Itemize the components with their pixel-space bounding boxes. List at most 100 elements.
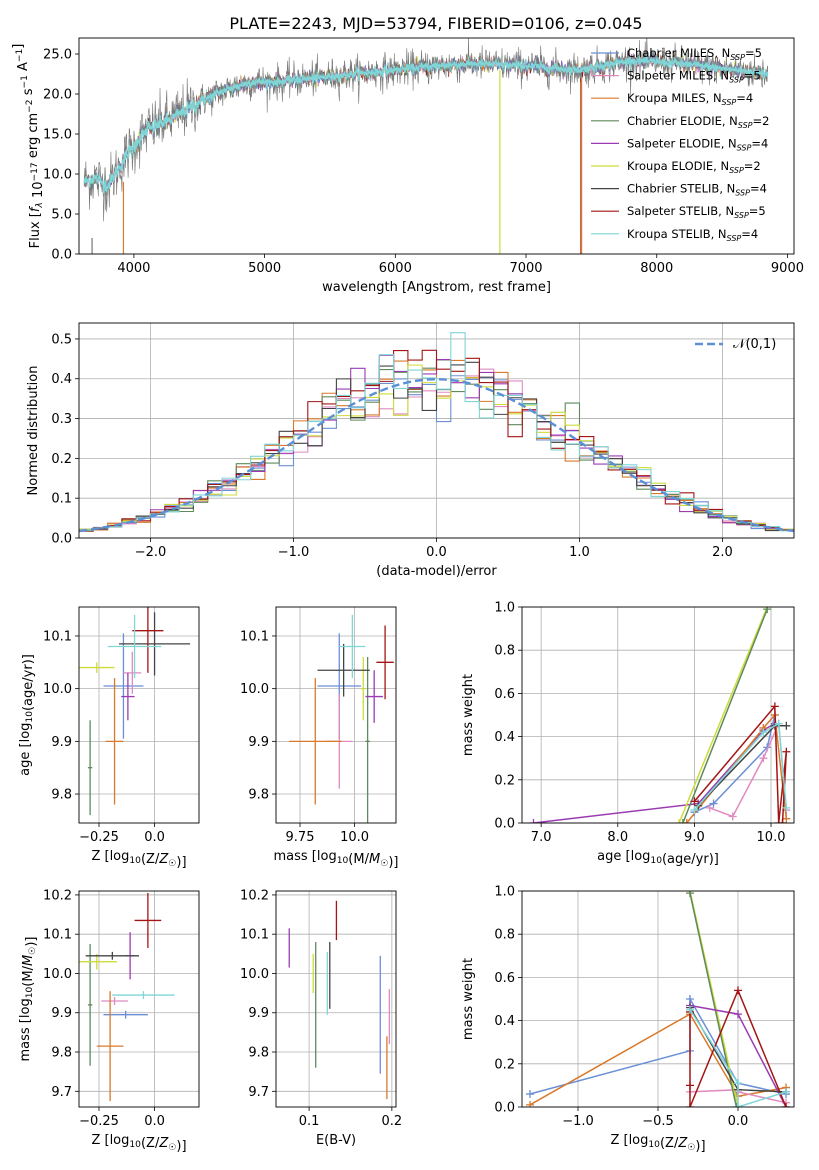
x-axis-label: mass [log10(M/M☉)]	[274, 849, 399, 870]
legend-label-kroupa_stelib: Kroupa STELIB, NSSP=4	[627, 227, 758, 243]
y-tick-label: 0.2	[494, 1057, 515, 1072]
y-tick-label: 9.8	[248, 788, 269, 803]
x-tick-label: 10.0	[757, 830, 786, 845]
y-tick-label: 9.9	[51, 735, 72, 750]
errorbar-salpeter_stelib	[376, 625, 394, 700]
x-tick-label: 9.75	[286, 830, 315, 845]
errorbar-kroupa_elodie	[361, 657, 366, 721]
panel-residuals: −2.0 −1.0 0.0 1.0 2.0 0.0 0.1 0.2 0.3 0.4 0.5 (data…	[26, 322, 795, 579]
y-tick-label: 10.0	[240, 682, 269, 697]
errorbar-chabrier_elodie	[87, 720, 93, 816]
y-tick-label: 25.0	[43, 48, 72, 63]
plot-area	[288, 900, 391, 1100]
legend-label-chabrier_elodie: Chabrier ELODIE, NSSP=2	[627, 114, 769, 130]
axes-frame	[275, 890, 397, 1108]
errorbar-kroupa_miles	[289, 678, 342, 805]
y-tick-label: 0.4	[494, 1014, 515, 1029]
axes-frame	[521, 606, 795, 824]
x-tick-label: 0.0	[144, 1114, 165, 1129]
weight-marker	[686, 1103, 694, 1107]
y-tick-label: 10.1	[43, 928, 72, 943]
errorbar-salpeter_elodie	[121, 672, 135, 721]
y-tick-label: 0.6	[494, 687, 515, 702]
axes-frame	[78, 37, 795, 255]
weight-marker	[782, 1103, 790, 1107]
plot-area	[79, 892, 175, 1102]
y-tick-label: 9.7	[51, 1085, 72, 1100]
weight-marker	[690, 797, 699, 806]
x-tick-label: 0.0	[426, 545, 447, 560]
errorbar-salpeter_stelib	[134, 892, 162, 948]
x-tick-label: 4000	[117, 261, 150, 276]
y-tick-label: 5.0	[51, 208, 72, 223]
y-tick-label: 10.2	[43, 888, 72, 903]
panel-mass_vs_ebv: 0.1 0.2 9.7 9.8 9.9 10.0 10.1 10.2 E(B-V)	[240, 888, 402, 1148]
figure-title: PLATE=2243, MJD=53794, FIBERID=0106, z=0…	[229, 14, 642, 33]
weight-marker	[759, 754, 768, 763]
y-tick-label: 10.1	[240, 928, 269, 943]
errorbar-chabrier_stelib	[119, 612, 191, 676]
plot-area	[529, 607, 791, 823]
x-tick-label: −0.25	[79, 830, 119, 845]
panel-spectrum: 4000 5000 6000 7000 8000 9000 0.0 5.0 10.0 15.0 20…	[11, 37, 804, 295]
weight-marker	[705, 803, 714, 812]
weight-marker	[686, 1005, 694, 1014]
y-tick-label: 9.9	[248, 1006, 269, 1021]
weight-marker	[529, 819, 538, 823]
errorbar-salpeter_miles	[123, 651, 142, 694]
legend-label-chabrier_miles: Chabrier MILES, NSSP=5	[627, 46, 762, 62]
weight-marker	[728, 812, 737, 821]
weight-marker	[782, 1087, 790, 1096]
y-tick-label: 15.0	[43, 128, 72, 143]
weight-series-chabrier_elodie	[686, 891, 741, 1107]
panel-age_vs_Z: −0.25 0.0 9.8 9.9 10.0 10.1 Z [log10(Z/Z☉)] age…	[18, 606, 200, 870]
x-tick-label: 10.0	[340, 830, 369, 845]
errorbar-chabrier_miles	[103, 633, 144, 739]
errorbar-chabrier_elodie	[87, 944, 93, 1066]
y-tick-label: 0.0	[51, 248, 72, 263]
errorbar-chabrier_stelib	[85, 951, 139, 960]
y-axis-label: Normed distribution	[26, 366, 41, 496]
grid-lines	[79, 891, 199, 1107]
x-tick-label: 0.1	[299, 1114, 320, 1129]
y-axis-label: mass weight	[461, 958, 476, 1040]
weight-marker	[782, 747, 791, 756]
legend-label-salpeter_stelib: Salpeter STELIB, NSSP=5	[627, 204, 766, 220]
errorbar-chabrier_elodie	[365, 657, 370, 823]
errorbar-chabrier_miles	[103, 1010, 148, 1019]
y-tick-label: 9.9	[248, 735, 269, 750]
errorbar-kroupa_stelib	[107, 614, 162, 679]
y-axis-label: mass weight	[461, 674, 476, 756]
y-tick-label: 0.3	[51, 412, 72, 427]
y-tick-label: 0.4	[51, 372, 72, 387]
errorbar-kroupa_elodie	[79, 662, 115, 673]
x-tick-label: −2.0	[135, 545, 167, 560]
weight-series-kroupa_stelib	[690, 719, 791, 815]
x-tick-label: −1.0	[562, 1114, 594, 1129]
x-tick-label: 9000	[771, 261, 804, 276]
weight-marker	[774, 719, 783, 728]
panel-weight_vs_Z: −1.0 −0.5 0.0 0.0 0.2 0.4 0.6 0.8 1.0 Z [log10(Z/…	[461, 885, 795, 1154]
x-tick-label: −1.0	[278, 545, 310, 560]
errorbar-kroupa_stelib	[112, 991, 175, 999]
weight-marker	[734, 1079, 742, 1088]
errorbar-kroupa_elodie	[79, 953, 117, 970]
legend-label-chabrier_stelib: Chabrier STELIB, NSSP=4	[627, 182, 767, 198]
y-tick-label: 0.2	[494, 773, 515, 788]
legend-label-normal: 𝒩(0,1)	[733, 337, 776, 352]
x-axis-label: Z [log10(Z/Z☉)]	[91, 1133, 186, 1154]
grid-lines	[79, 607, 199, 823]
x-axis-label: Z [log10(Z/Z☉)]	[610, 1133, 705, 1154]
grid-lines	[276, 607, 396, 823]
weight-marker	[678, 819, 687, 823]
x-tick-label: 5000	[248, 261, 281, 276]
y-tick-label: 0.5	[51, 332, 72, 347]
x-tick-label: −0.5	[642, 1114, 674, 1129]
errorbar-kroupa_miles	[105, 678, 124, 805]
errorbar-salpeter_stelib	[132, 607, 164, 673]
weight-marker	[734, 986, 742, 995]
plot-area	[289, 614, 394, 823]
x-tick-label: 6000	[379, 261, 412, 276]
y-tick-label: 0.0	[494, 1101, 515, 1116]
weight-marker	[782, 803, 791, 812]
